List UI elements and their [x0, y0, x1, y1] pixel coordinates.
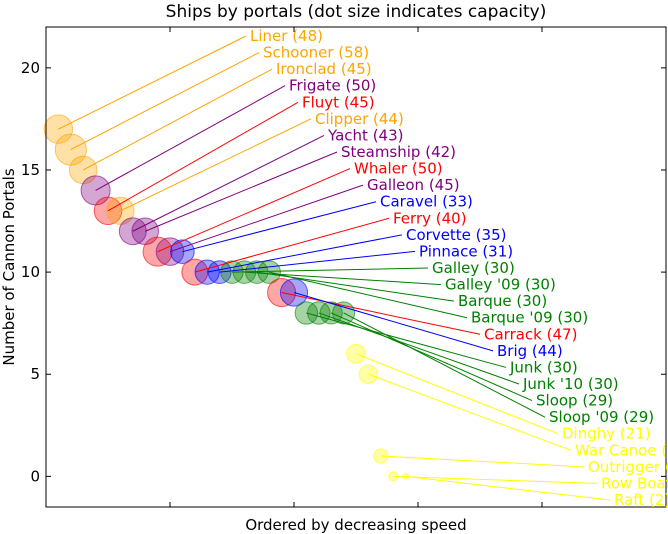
- point-label-steamship-42: Steamship (42): [341, 143, 456, 161]
- x-axis-label: Ordered by decreasing speed: [245, 516, 466, 534]
- leader-line-fluyt-45: [107, 101, 299, 212]
- point-label-schooner-58: Schooner (58): [263, 44, 369, 62]
- leader-line-frigate-50: [95, 85, 286, 191]
- leader-line-yacht-43: [132, 134, 325, 232]
- leader-line-whaler-50: [157, 168, 351, 253]
- leader-line-outrigger-12: [380, 455, 585, 468]
- point-label-frigate-50: Frigate (50): [289, 77, 376, 95]
- leader-line-junk-10-30: [318, 312, 520, 385]
- leader-line-liner-48: [58, 35, 247, 130]
- leader-line-caravel-33: [182, 201, 377, 253]
- leader-line-row-boat-5: [393, 475, 598, 484]
- point-label-war-canoe-20: War Canoe (20): [575, 441, 668, 459]
- leader-line-raft-2: [405, 475, 611, 501]
- point-label-brig-44: Brig (44): [497, 342, 563, 360]
- ticks-layer: 0 5 10 15 20: [21, 27, 666, 507]
- y-tick-label: 5: [30, 365, 40, 383]
- point-label-outrigger-12: Outrigger (12): [588, 458, 668, 476]
- point-label-barque-30: Barque (30): [458, 292, 547, 310]
- leader-lines-layer: [58, 35, 611, 501]
- point-label-whaler-50: Whaler (50): [354, 160, 443, 178]
- leader-line-steamship-42: [145, 151, 338, 232]
- point-label-sloop-09-29: Sloop '09 (29): [549, 408, 654, 426]
- leader-line-brig-44: [293, 292, 494, 352]
- y-tick-label: 0: [30, 467, 40, 485]
- plot-frame: [45, 26, 667, 508]
- chart-title: Ships by portals (dot size indicates cap…: [166, 2, 547, 22]
- point-label-junk-10-30: Junk '10 (30): [522, 375, 619, 393]
- leader-line-ironclad-45: [82, 68, 273, 171]
- leader-line-ferry-40: [194, 217, 390, 273]
- point-label-fluyt-45: Fluyt (45): [302, 93, 375, 111]
- leader-line-sloop-29: [331, 312, 533, 402]
- y-axis-label: Number of Cannon Portals: [0, 168, 18, 365]
- leader-line-schooner-58: [70, 52, 260, 150]
- point-label-junk-30: Junk (30): [509, 358, 578, 376]
- y-tick-label: 20: [21, 59, 40, 77]
- point-label-yacht-43: Yacht (43): [327, 126, 403, 144]
- leader-line-barque-09-30: [269, 271, 468, 319]
- point-label-ironclad-45: Ironclad (45): [276, 60, 372, 78]
- leader-line-clipper-44: [120, 118, 312, 212]
- y-tick-label: 15: [21, 161, 40, 179]
- point-label-pinnace-31: Pinnace (31): [419, 242, 513, 260]
- y-tick-label: 10: [21, 263, 40, 281]
- leader-line-galley-30: [231, 267, 429, 273]
- leader-line-corvette-35: [207, 234, 403, 273]
- point-label-carrack-47: Carrack (47): [484, 325, 577, 343]
- leader-line-galleon-45: [169, 184, 364, 253]
- leader-line-sloop-09-29: [343, 312, 546, 418]
- point-label-raft-2: Raft (2): [614, 491, 668, 509]
- point-label-caravel-33: Caravel (33): [380, 193, 473, 211]
- leader-line-pinnace-31: [219, 250, 416, 273]
- leader-line-war-canoe-20: [368, 373, 572, 451]
- point-label-clipper-44: Clipper (44): [315, 110, 404, 128]
- point-label-galley-09-30: Galley '09 (30): [445, 276, 556, 294]
- leader-line-carrack-47: [281, 292, 481, 335]
- point-labels-layer: Liner (48)Schooner (58)Ironclad (45)Frig…: [250, 27, 668, 509]
- point-label-row-boat-5: Row Boat (5): [601, 474, 668, 492]
- point-label-ferry-40: Ferry (40): [393, 209, 467, 227]
- point-label-dinghy-21: Dinghy (21): [562, 425, 651, 443]
- point-label-corvette-35: Corvette (35): [406, 226, 506, 244]
- leader-line-junk-30: [306, 312, 507, 368]
- point-label-galley-30: Galley (30): [432, 259, 515, 277]
- point-label-liner-48: Liner (48): [250, 27, 323, 45]
- point-label-galleon-45: Galleon (45): [367, 176, 460, 194]
- point-label-sloop-29: Sloop (29): [536, 392, 613, 410]
- leader-line-dinghy-21: [355, 353, 559, 435]
- point-label-barque-09-30: Barque '09 (30): [471, 309, 588, 327]
